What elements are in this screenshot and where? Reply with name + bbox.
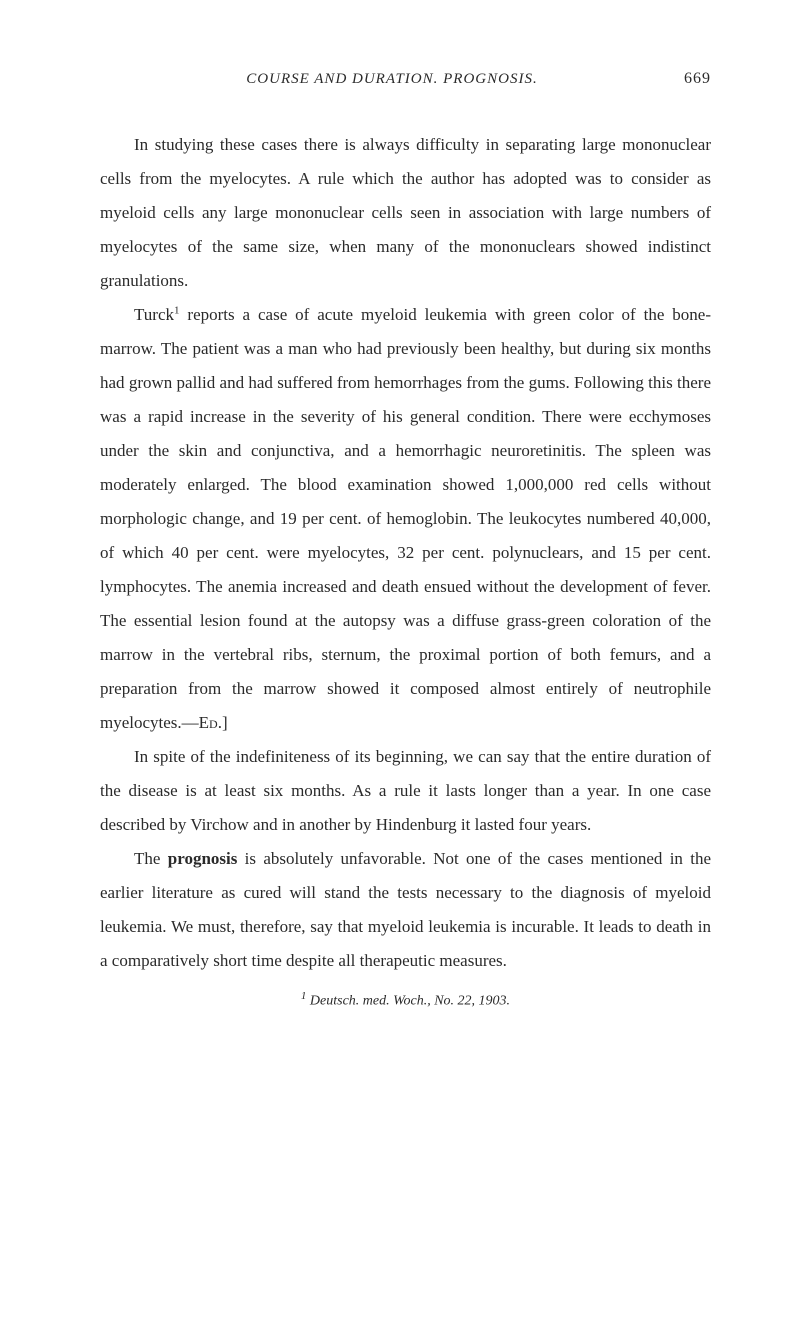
footnote: 1 Deutsch. med. Woch., No. 22, 1903. xyxy=(100,990,711,1010)
paragraph-2-text-b: reports a case of acute myeloid leukemia… xyxy=(100,305,711,732)
page-number: 669 xyxy=(684,70,711,88)
body-text: In studying these cases there is always … xyxy=(100,128,711,978)
paragraph-3-text: In spite of the indefiniteness of its be… xyxy=(100,747,711,834)
paragraph-1: In studying these cases there is always … xyxy=(100,128,711,298)
editor-mark: Ed.] xyxy=(199,713,228,732)
page-container: COURSE AND DURATION. PROGNOSIS. 669 In s… xyxy=(0,0,801,1070)
paragraph-2-text-a: Turck xyxy=(134,305,174,324)
paragraph-1-text: In studying these cases there is always … xyxy=(100,135,711,290)
paragraph-3: In spite of the indefiniteness of its be… xyxy=(100,740,711,842)
prognosis-bold: prognosis xyxy=(168,849,238,868)
footnote-text: Deutsch. med. Woch., No. 22, 1903. xyxy=(306,994,510,1009)
running-title: COURSE AND DURATION. PROGNOSIS. xyxy=(100,71,684,88)
paragraph-4: The prognosis is absolutely unfavorable.… xyxy=(100,842,711,978)
paragraph-4-text-a: The xyxy=(134,849,168,868)
paragraph-2: Turck1 reports a case of acute myeloid l… xyxy=(100,298,711,740)
running-header: COURSE AND DURATION. PROGNOSIS. 669 xyxy=(100,70,711,88)
